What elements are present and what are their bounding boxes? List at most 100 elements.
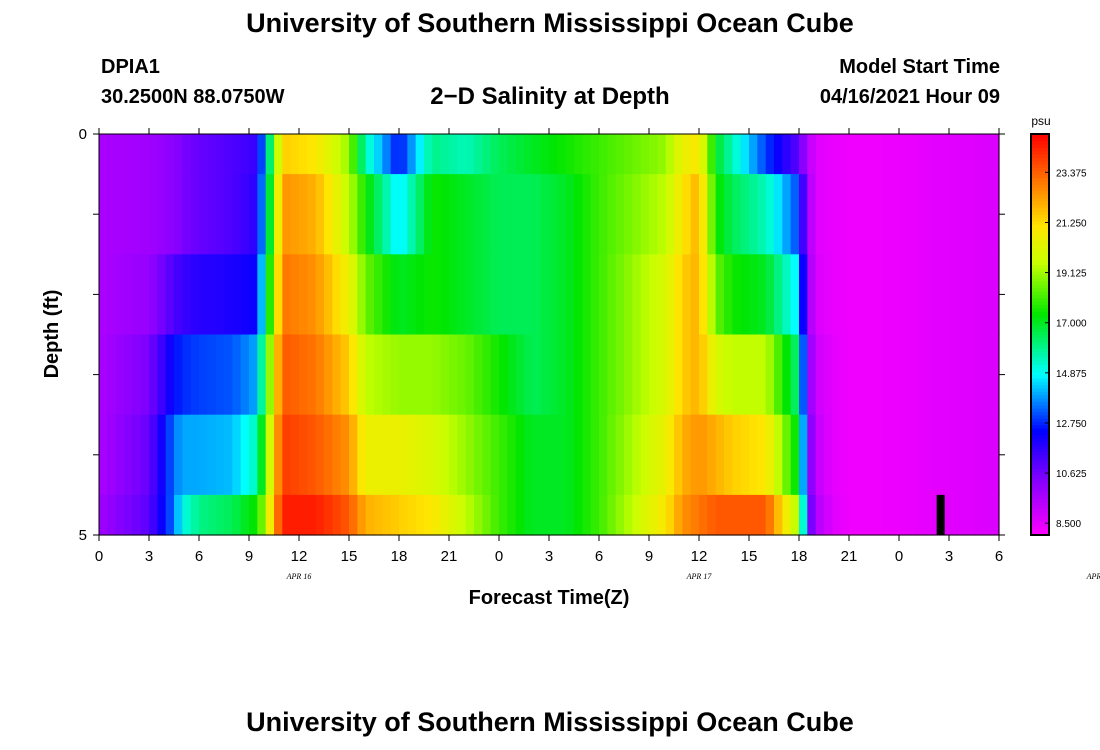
heatmap-cell bbox=[457, 494, 467, 536]
heatmap-cell bbox=[99, 494, 108, 536]
heatmap-cell bbox=[540, 334, 550, 416]
heatmap-cell bbox=[849, 334, 858, 416]
x-tick-label: 21 bbox=[441, 548, 458, 565]
heatmap-cell bbox=[274, 174, 283, 255]
heatmap-cell bbox=[282, 414, 292, 496]
model-start-value: 04/16/2021 Hour 09 bbox=[819, 86, 1000, 108]
heatmap-cell bbox=[315, 334, 325, 416]
heatmap-cell bbox=[590, 174, 600, 255]
heatmap-cell bbox=[682, 254, 692, 336]
heatmap-cell bbox=[240, 174, 250, 255]
heatmap-cell bbox=[332, 414, 342, 496]
heatmap-cell bbox=[965, 414, 975, 496]
station-id: DPIA1 bbox=[101, 56, 160, 78]
heatmap-cell bbox=[174, 494, 183, 536]
heatmap-cell bbox=[832, 334, 842, 416]
colorbar-swatch bbox=[1031, 528, 1049, 533]
heatmap-cell bbox=[190, 414, 200, 496]
heatmap-cell bbox=[899, 254, 908, 336]
model-start-label: Model Start Time bbox=[839, 56, 1000, 78]
colorbar-swatch bbox=[1031, 518, 1049, 523]
heatmap-cell bbox=[840, 134, 850, 175]
heatmap-cell bbox=[774, 174, 783, 255]
x-tick-label: 0 bbox=[95, 548, 103, 565]
heatmap-cell bbox=[790, 494, 800, 536]
heatmap-cell bbox=[899, 174, 908, 255]
heatmap-cell bbox=[174, 174, 183, 255]
heatmap-cell bbox=[815, 334, 825, 416]
colorbar-unit-label: psu bbox=[1031, 114, 1050, 128]
heatmap-cell bbox=[557, 414, 567, 496]
heatmap-cell bbox=[890, 334, 900, 416]
colorbar-swatch bbox=[1031, 421, 1049, 426]
heatmap-cell bbox=[674, 134, 683, 175]
x-tick-label: 9 bbox=[645, 548, 653, 565]
heatmap-cell bbox=[557, 494, 567, 536]
heatmap-cell bbox=[965, 134, 975, 175]
heatmap-cell bbox=[499, 254, 508, 336]
heatmap-cell bbox=[524, 134, 533, 175]
colorbar-swatch bbox=[1031, 444, 1049, 449]
heatmap-cell bbox=[107, 134, 117, 175]
heatmap-cell bbox=[799, 134, 808, 175]
heatmap-cell bbox=[657, 414, 667, 496]
heatmap-cell bbox=[757, 174, 767, 255]
heatmap-cell bbox=[257, 414, 267, 496]
heatmap-cell bbox=[715, 414, 725, 496]
heatmap-cell bbox=[532, 174, 542, 255]
heatmap-cell bbox=[874, 174, 883, 255]
heatmap-cell bbox=[749, 494, 758, 536]
heatmap-cell bbox=[582, 414, 592, 496]
heatmap-cell bbox=[299, 334, 308, 416]
heatmap-cell bbox=[365, 334, 375, 416]
heatmap-cell bbox=[457, 414, 467, 496]
colorbar-swatch bbox=[1031, 481, 1049, 486]
x-tick-label: 3 bbox=[945, 548, 953, 565]
heatmap-cell bbox=[824, 414, 833, 496]
heatmap-cell bbox=[240, 334, 250, 416]
x-tick-label: 0 bbox=[895, 548, 903, 565]
heatmap-cell bbox=[740, 334, 750, 416]
heatmap-cell bbox=[499, 494, 508, 536]
heatmap-cell bbox=[340, 134, 350, 175]
heatmap-cell bbox=[790, 134, 800, 175]
colorbar-swatch bbox=[1031, 304, 1049, 309]
heatmap-cell bbox=[390, 334, 400, 416]
heatmap-cell bbox=[599, 254, 608, 336]
heatmap-cell bbox=[624, 254, 633, 336]
heatmap-cell bbox=[374, 134, 383, 175]
heatmap-cell bbox=[624, 134, 633, 175]
heatmap-cell bbox=[799, 494, 808, 536]
heatmap-cell bbox=[657, 334, 667, 416]
heatmap-cell bbox=[757, 254, 767, 336]
colorbar-swatch bbox=[1031, 281, 1049, 285]
heatmap-cell bbox=[740, 494, 750, 536]
heatmap-cell bbox=[549, 174, 558, 255]
heatmap-cell bbox=[382, 334, 392, 416]
heatmap-cell bbox=[482, 134, 492, 175]
missing-data-layer bbox=[936, 494, 945, 535]
heatmap-cell bbox=[732, 334, 742, 416]
heatmap-cell bbox=[782, 414, 792, 496]
colorbar-swatch bbox=[1031, 247, 1049, 252]
heatmap-cell bbox=[665, 494, 675, 536]
heatmap-cell bbox=[990, 334, 1000, 416]
heatmap-cell bbox=[349, 334, 358, 416]
heatmap-cell bbox=[124, 254, 133, 336]
heatmap-cell bbox=[399, 174, 408, 255]
heatmap-cell bbox=[874, 134, 883, 175]
heatmap-cell bbox=[340, 494, 350, 536]
heatmap-cell bbox=[390, 134, 400, 175]
colorbar-swatch bbox=[1031, 438, 1049, 443]
heatmap-cell bbox=[282, 334, 292, 416]
heatmap-cell bbox=[724, 414, 733, 496]
date-label: APR 17 bbox=[686, 572, 713, 581]
heatmap-cell bbox=[199, 494, 208, 536]
heatmap-cell bbox=[849, 174, 858, 255]
heatmap-cell bbox=[115, 254, 125, 336]
heatmap-cell bbox=[140, 414, 150, 496]
heatmap-cell bbox=[574, 134, 583, 175]
heatmap-cell bbox=[324, 174, 333, 255]
heatmap-cell bbox=[232, 254, 242, 336]
heatmap-cell bbox=[774, 134, 783, 175]
